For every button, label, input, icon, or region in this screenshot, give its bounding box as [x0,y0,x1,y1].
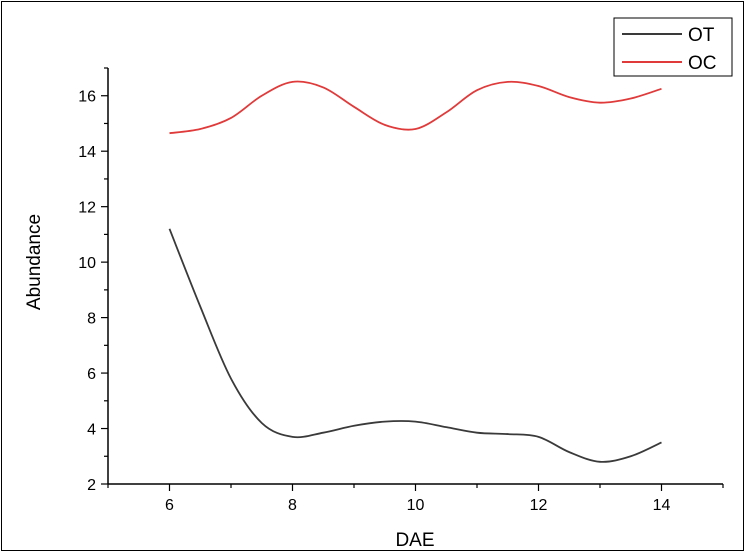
x-axis-title: DAE [395,530,434,551]
y-tick-label: 10 [78,255,96,272]
x-tick-label: 12 [530,497,548,514]
y-tick-label: 6 [87,366,96,383]
series-layer [168,80,662,463]
series-line-oc [169,80,662,135]
series-line-ot [168,228,662,463]
x-tick-label: 14 [653,497,671,514]
y-tick-label: 8 [87,311,96,328]
y-tick-label: 16 [78,89,96,106]
x-tick-label: 8 [288,497,297,514]
legend-label-oc: OC [688,53,717,74]
axes: 6 8 10 12 14 2 4 6 8 10 12 14 16 [78,67,724,514]
x-tick-label: 6 [165,497,174,514]
y-tick-label: 4 [87,422,96,439]
legend-label-ot: OT [688,25,715,46]
y-axis-title: Abundance [24,214,45,310]
y-tick-label: 12 [78,200,96,217]
y-tick-label: 14 [78,144,96,161]
legend: OT OC [613,17,733,77]
legend-box [613,17,733,77]
y-tick-label: 2 [87,477,96,494]
x-tick-label: 10 [407,497,425,514]
